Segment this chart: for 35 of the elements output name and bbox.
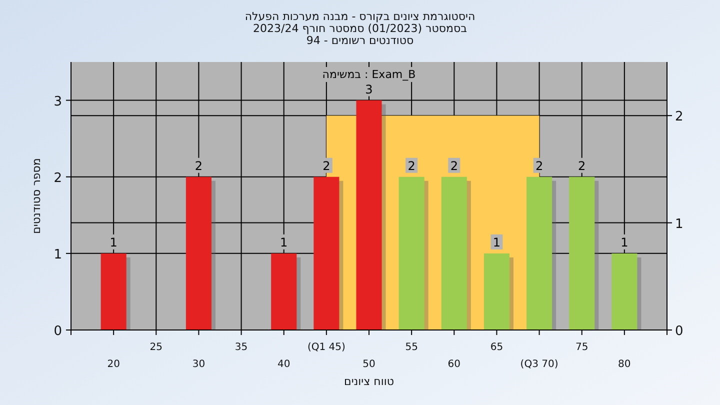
data-label: 2 bbox=[408, 158, 416, 173]
x-tick-label: 30 bbox=[192, 359, 206, 370]
y2-tick-label: 1 bbox=[675, 216, 684, 232]
x-tick-label: 75 bbox=[575, 342, 588, 353]
x-tick-label: (Q1 45) bbox=[307, 342, 346, 353]
x-tick-label: (Q3 70) bbox=[520, 359, 558, 370]
x-tick-label: 35 bbox=[234, 342, 248, 353]
data-label: 2 bbox=[578, 158, 586, 173]
data-label: 2 bbox=[450, 158, 458, 173]
x-tick-label: 20 bbox=[107, 359, 120, 370]
y-axis-title: מספר סטודנטים bbox=[30, 158, 43, 234]
x-tick-label: 50 bbox=[362, 359, 376, 370]
data-label: 2 bbox=[535, 158, 544, 173]
data-label: 1 bbox=[280, 235, 288, 250]
annotation: במשימה : Exam_B bbox=[322, 68, 416, 81]
x-tick-label: 55 bbox=[405, 342, 418, 353]
data-label: 1 bbox=[620, 235, 628, 250]
y-tick-label: 2 bbox=[54, 170, 62, 186]
y-tick-label: 0 bbox=[54, 324, 62, 339]
y-tick-label: 1 bbox=[54, 247, 62, 262]
x-tick-label: 40 bbox=[277, 359, 290, 370]
data-label: 2 bbox=[194, 158, 203, 173]
x-tick-label: 25 bbox=[150, 342, 163, 353]
y-tick-label: 3 bbox=[54, 94, 62, 110]
x-tick-label: 80 bbox=[618, 359, 631, 370]
x-axis-title: טווח ציונים bbox=[344, 375, 394, 388]
x-tick-label: 65 bbox=[490, 342, 504, 353]
chart-title: היסטוגרמת ציונים בקורס - מבנה מערכות הפעלה בסמסטר (01/2023) סמסטר חורף 2023/24 סטודנטים רשומים - 94 bbox=[244, 10, 476, 47]
data-label: 2 bbox=[322, 158, 330, 173]
data-label: 1 bbox=[492, 235, 501, 250]
y2-tick-label: 0 bbox=[675, 324, 684, 339]
data-label: 3 bbox=[365, 82, 373, 96]
y2-tick-label: 2 bbox=[675, 110, 684, 125]
data-label: 1 bbox=[110, 235, 118, 250]
x-tick-label: 60 bbox=[448, 359, 461, 370]
